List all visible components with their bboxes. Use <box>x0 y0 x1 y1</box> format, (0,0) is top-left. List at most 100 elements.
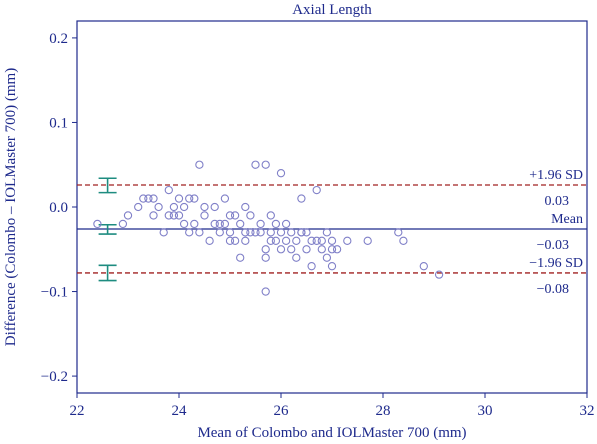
data-point <box>215 219 224 229</box>
data-point <box>287 228 296 237</box>
data-point <box>266 211 275 220</box>
data-point <box>271 219 281 229</box>
data-point <box>434 270 444 279</box>
data-point <box>225 228 235 237</box>
data-point <box>154 202 163 212</box>
data-point <box>123 211 133 220</box>
data-point <box>261 253 270 262</box>
data-point <box>230 236 240 245</box>
data-point <box>276 169 286 178</box>
data-point <box>164 211 173 220</box>
data-point <box>195 228 204 237</box>
y-tick-label: 0.0 <box>49 200 68 216</box>
data-point <box>261 245 270 254</box>
lower-ci-bar <box>98 264 117 282</box>
y-tick-label: −0.2 <box>41 369 68 385</box>
data-point <box>302 228 311 237</box>
data-point <box>317 245 326 254</box>
data-point <box>169 211 179 220</box>
data-point <box>134 202 143 212</box>
data-point <box>312 185 321 195</box>
data-point <box>261 287 270 296</box>
upper-line-label: +1.96 SD <box>529 168 583 183</box>
y-axis: 0.2 0.1 0.0 −0.1 −0.2 <box>41 31 77 385</box>
x-tick-label: 22 <box>70 403 85 419</box>
mean-line-label: Mean <box>551 212 583 227</box>
data-point <box>261 160 270 169</box>
data-point <box>332 245 342 254</box>
data-point <box>297 194 306 203</box>
x-tick-label: 30 <box>478 403 493 419</box>
x-tick-label: 24 <box>172 403 188 419</box>
data-point <box>281 219 291 229</box>
data-point <box>266 228 275 237</box>
data-point <box>343 236 352 245</box>
data-point <box>322 253 332 262</box>
data-point <box>297 228 306 237</box>
data-point <box>190 219 199 229</box>
data-point <box>185 194 194 203</box>
mean-ci-bar <box>98 223 117 235</box>
data-point <box>317 236 326 245</box>
data-point <box>139 194 148 203</box>
data-point <box>179 219 189 229</box>
data-point <box>241 236 250 245</box>
data-point <box>225 211 235 220</box>
reference-lines <box>77 184 587 274</box>
data-point <box>118 219 128 229</box>
data-point <box>302 245 311 254</box>
data-point <box>179 202 189 212</box>
data-point <box>241 202 250 212</box>
data-point <box>205 236 214 245</box>
data-point <box>200 202 209 212</box>
x-axis: 22 24 26 28 30 32 <box>70 393 595 419</box>
data-point <box>215 228 224 237</box>
y-tick-label: 0.2 <box>49 31 68 47</box>
data-point <box>230 211 240 220</box>
data-point <box>164 185 173 195</box>
data-point <box>271 236 281 245</box>
data-point <box>210 219 219 229</box>
data-point <box>174 194 184 203</box>
y-tick-label: −0.1 <box>41 285 68 301</box>
data-point <box>363 236 372 245</box>
data-point <box>149 211 158 220</box>
upper-line-value: 0.03 <box>545 194 570 209</box>
data-point <box>144 194 153 203</box>
data-point <box>307 262 316 271</box>
data-point <box>394 228 403 237</box>
data-point <box>159 228 168 237</box>
plot-frame <box>76 20 588 394</box>
y-tick-label: 0.1 <box>49 115 68 131</box>
lower-line-label: −1.96 SD <box>529 256 583 271</box>
data-point <box>419 262 428 271</box>
chart-title: Axial Length <box>292 2 372 18</box>
data-point <box>93 219 102 229</box>
lower-line-value: −0.08 <box>537 282 569 297</box>
data-point <box>266 236 275 245</box>
data-point <box>225 236 235 245</box>
data-point <box>200 211 209 220</box>
x-tick-label: 32 <box>580 403 595 419</box>
data-point <box>149 194 158 203</box>
mean-line-value: −0.03 <box>537 238 569 253</box>
data-point <box>327 245 337 254</box>
data-point <box>256 219 265 229</box>
data-point <box>287 245 296 254</box>
data-point <box>327 262 337 271</box>
reference-line-labels: +1.96 SD 0.03 Mean −0.03 −1.96 SD −0.08 <box>529 168 583 297</box>
data-point <box>399 236 408 245</box>
data-point <box>241 228 250 237</box>
data-point <box>276 245 286 254</box>
data-point <box>210 202 219 212</box>
data-point <box>236 253 245 262</box>
upper-ci-bar <box>98 177 117 194</box>
data-point <box>276 228 286 237</box>
x-tick-label: 26 <box>274 403 290 419</box>
data-point <box>312 236 321 245</box>
data-point <box>292 236 301 245</box>
data-point <box>281 236 291 245</box>
data-point <box>220 219 230 229</box>
data-point <box>307 236 316 245</box>
